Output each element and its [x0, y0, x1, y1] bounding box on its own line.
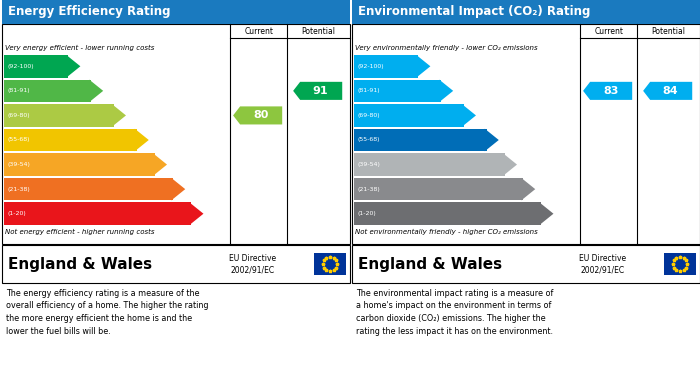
- Bar: [354, 203, 542, 225]
- Bar: [4, 55, 69, 77]
- Text: 84: 84: [663, 86, 678, 96]
- Bar: [314, 253, 346, 275]
- Text: F: F: [186, 184, 194, 194]
- Text: (39-54): (39-54): [7, 162, 30, 167]
- Polygon shape: [540, 203, 554, 225]
- Text: (21-38): (21-38): [7, 187, 29, 192]
- Bar: [352, 24, 700, 244]
- Text: (69-80): (69-80): [357, 113, 379, 118]
- Text: 80: 80: [253, 110, 268, 120]
- Text: Current: Current: [244, 27, 273, 36]
- Text: (92-100): (92-100): [7, 64, 34, 69]
- Text: (39-54): (39-54): [357, 162, 380, 167]
- Polygon shape: [89, 80, 103, 102]
- Bar: [352, 245, 700, 283]
- Text: F: F: [536, 184, 544, 194]
- Polygon shape: [153, 153, 167, 176]
- Bar: [354, 104, 464, 127]
- Bar: [352, 0, 700, 24]
- Text: 91: 91: [313, 86, 328, 96]
- Bar: [2, 0, 350, 24]
- Polygon shape: [503, 153, 517, 176]
- Polygon shape: [66, 55, 80, 77]
- Text: Not energy efficient - higher running costs: Not energy efficient - higher running co…: [5, 229, 155, 235]
- Polygon shape: [583, 82, 632, 100]
- Text: C: C: [127, 110, 135, 120]
- Text: (81-91): (81-91): [7, 88, 29, 93]
- Text: C: C: [477, 110, 485, 120]
- Text: G: G: [554, 209, 564, 219]
- Text: D: D: [150, 135, 159, 145]
- Text: A: A: [431, 61, 440, 71]
- Bar: [354, 153, 505, 176]
- Text: EU Directive
2002/91/EC: EU Directive 2002/91/EC: [579, 254, 626, 274]
- Text: Energy Efficiency Rating: Energy Efficiency Rating: [8, 5, 171, 18]
- Text: Potential: Potential: [302, 27, 336, 36]
- Text: Current: Current: [594, 27, 623, 36]
- Text: Potential: Potential: [652, 27, 686, 36]
- Text: B: B: [454, 86, 463, 96]
- Polygon shape: [135, 129, 149, 151]
- Text: England & Wales: England & Wales: [358, 256, 502, 271]
- Bar: [664, 253, 696, 275]
- Bar: [2, 24, 350, 244]
- Text: EU Directive
2002/91/EC: EU Directive 2002/91/EC: [229, 254, 276, 274]
- Polygon shape: [112, 104, 126, 127]
- Text: E: E: [168, 160, 176, 170]
- Polygon shape: [233, 106, 282, 124]
- Text: (1-20): (1-20): [7, 211, 26, 216]
- Polygon shape: [485, 129, 499, 151]
- Bar: [4, 178, 173, 201]
- Bar: [2, 245, 350, 283]
- Bar: [354, 129, 486, 151]
- Text: Environmental Impact (CO₂) Rating: Environmental Impact (CO₂) Rating: [358, 5, 590, 18]
- Text: (55-68): (55-68): [7, 138, 29, 142]
- Text: (92-100): (92-100): [357, 64, 384, 69]
- Bar: [4, 80, 91, 102]
- Polygon shape: [416, 55, 430, 77]
- Text: Not environmentally friendly - higher CO₂ emissions: Not environmentally friendly - higher CO…: [355, 229, 538, 235]
- Text: (69-80): (69-80): [7, 113, 29, 118]
- Polygon shape: [439, 80, 453, 102]
- Text: (21-38): (21-38): [357, 187, 379, 192]
- Bar: [4, 203, 192, 225]
- Bar: [354, 55, 419, 77]
- Bar: [4, 129, 136, 151]
- Polygon shape: [522, 178, 536, 201]
- Bar: [354, 80, 441, 102]
- Text: E: E: [518, 160, 526, 170]
- Text: Very energy efficient - lower running costs: Very energy efficient - lower running co…: [5, 45, 155, 51]
- Text: 83: 83: [603, 86, 618, 96]
- Text: England & Wales: England & Wales: [8, 256, 152, 271]
- Polygon shape: [643, 82, 692, 100]
- Text: (81-91): (81-91): [357, 88, 379, 93]
- Text: Very environmentally friendly - lower CO₂ emissions: Very environmentally friendly - lower CO…: [355, 45, 538, 51]
- Polygon shape: [172, 178, 186, 201]
- Text: The energy efficiency rating is a measure of the
overall efficiency of a home. T: The energy efficiency rating is a measur…: [6, 289, 209, 335]
- Text: D: D: [500, 135, 509, 145]
- Text: A: A: [81, 61, 90, 71]
- Polygon shape: [190, 203, 204, 225]
- Text: The environmental impact rating is a measure of
a home's impact on the environme: The environmental impact rating is a mea…: [356, 289, 554, 335]
- Bar: [4, 104, 114, 127]
- Polygon shape: [293, 82, 342, 100]
- Text: (1-20): (1-20): [357, 211, 376, 216]
- Polygon shape: [462, 104, 476, 127]
- Text: (55-68): (55-68): [357, 138, 379, 142]
- Text: G: G: [204, 209, 214, 219]
- Bar: [4, 153, 155, 176]
- Bar: [354, 178, 523, 201]
- Text: B: B: [104, 86, 113, 96]
